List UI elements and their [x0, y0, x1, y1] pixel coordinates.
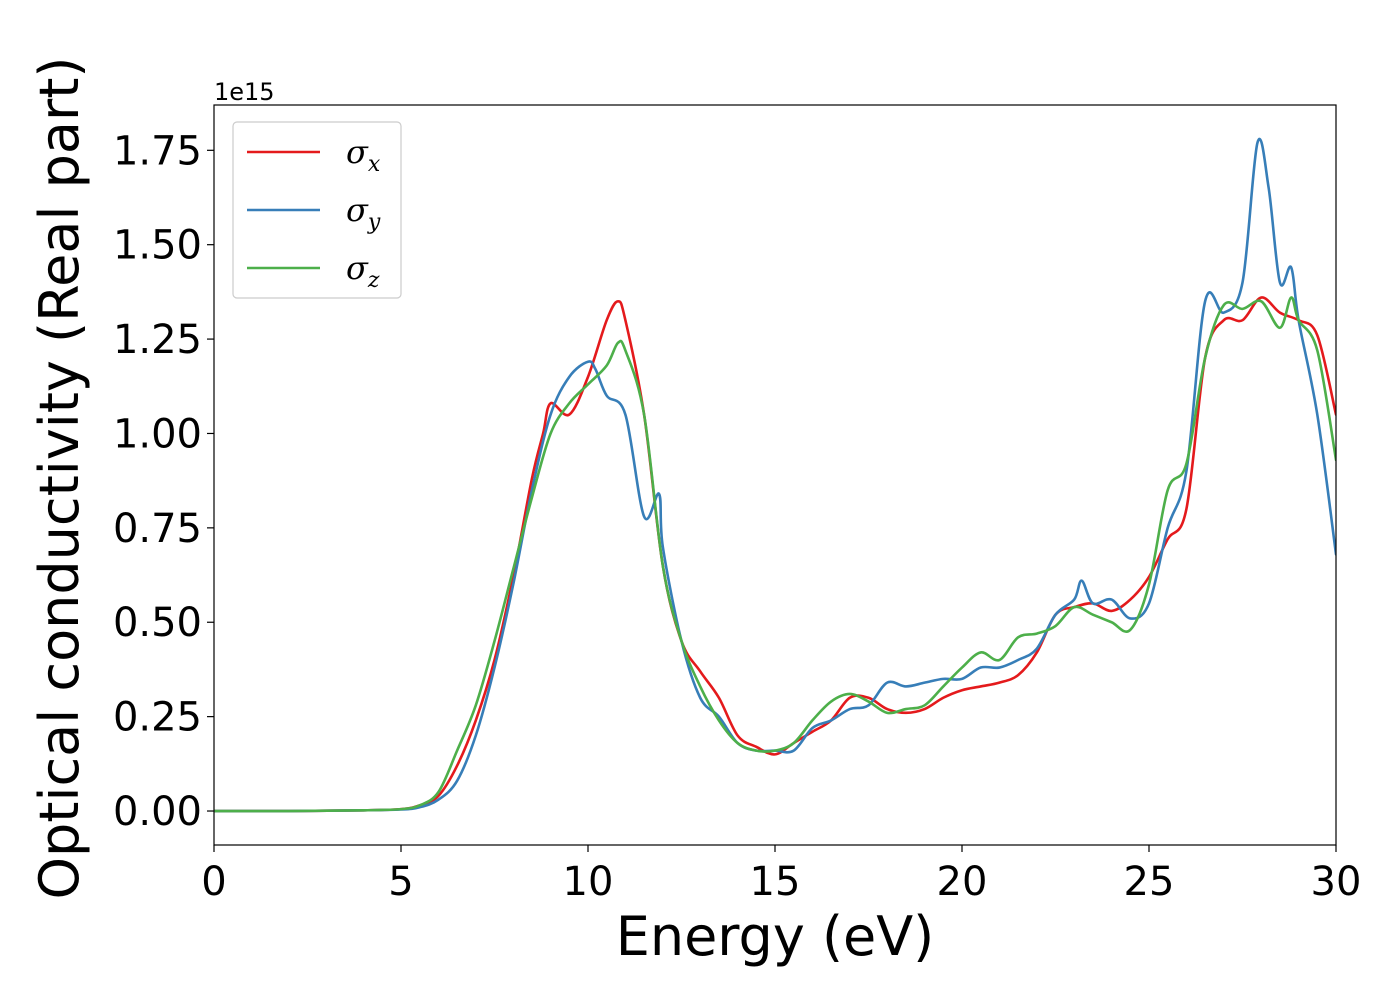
- legend-label-y: σy: [346, 191, 381, 235]
- legend-label-x: σx: [346, 133, 381, 177]
- x-tick-label: 5: [388, 859, 413, 905]
- series-line-x: [214, 296, 1336, 813]
- y-tick-label: 0.25: [113, 695, 202, 741]
- y-tick-label: 0.00: [113, 789, 202, 835]
- x-axis-label: Energy (eV): [616, 905, 935, 968]
- y-tick-label: 1.25: [113, 317, 202, 363]
- legend-label-z: σz: [346, 249, 380, 293]
- y-tick-label: 1.50: [113, 223, 202, 269]
- x-tick-label: 30: [1311, 859, 1362, 905]
- legend: σx σy σz: [232, 121, 402, 299]
- y-axis-label: Optical conductivity (Real part): [28, 57, 91, 900]
- y-tick-label: 0.75: [113, 506, 202, 552]
- y-tick-label: 0.50: [113, 600, 202, 646]
- x-tick-label: 25: [1124, 859, 1175, 905]
- y-tick-label: 1.75: [113, 128, 202, 174]
- y-tick-label: 1.00: [113, 411, 202, 457]
- series-lines: [214, 138, 1336, 813]
- x-tick-label: 0: [201, 859, 226, 905]
- x-tick-label: 10: [563, 859, 614, 905]
- x-tick-label: 20: [937, 859, 988, 905]
- series-line-z: [214, 296, 1336, 813]
- y-offset-label: 1e15: [214, 78, 275, 106]
- x-tick-label: 15: [750, 859, 801, 905]
